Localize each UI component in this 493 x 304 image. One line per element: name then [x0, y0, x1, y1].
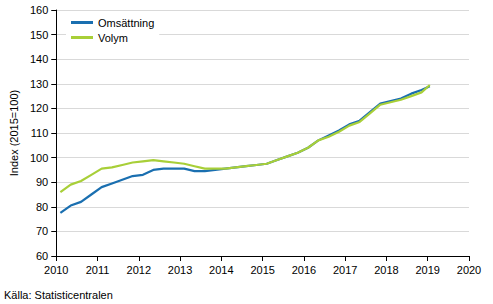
svg-text:70: 70 — [36, 225, 48, 237]
svg-text:2013: 2013 — [168, 264, 192, 276]
svg-text:2018: 2018 — [374, 264, 398, 276]
svg-text:100: 100 — [30, 152, 48, 164]
svg-text:Index (2015=100): Index (2015=100) — [8, 90, 20, 177]
svg-text:2016: 2016 — [292, 264, 316, 276]
svg-text:80: 80 — [36, 201, 48, 213]
svg-text:Källa: Statisticentralen: Källa: Statisticentralen — [4, 289, 113, 301]
svg-text:160: 160 — [30, 4, 48, 16]
svg-text:150: 150 — [30, 29, 48, 41]
svg-text:2017: 2017 — [333, 264, 357, 276]
svg-text:2015: 2015 — [250, 264, 274, 276]
svg-text:120: 120 — [30, 102, 48, 114]
svg-text:110: 110 — [31, 127, 49, 139]
svg-text:90: 90 — [36, 176, 48, 188]
svg-text:Omsättning: Omsättning — [98, 17, 154, 29]
svg-text:Volym: Volym — [98, 32, 128, 44]
svg-text:2010: 2010 — [44, 264, 68, 276]
svg-text:140: 140 — [30, 53, 48, 65]
svg-text:2012: 2012 — [127, 264, 151, 276]
svg-text:130: 130 — [30, 78, 48, 90]
svg-text:2014: 2014 — [209, 264, 233, 276]
svg-text:60: 60 — [36, 250, 48, 262]
svg-text:2011: 2011 — [86, 264, 110, 276]
svg-text:2020: 2020 — [457, 264, 481, 276]
svg-text:2019: 2019 — [415, 264, 439, 276]
